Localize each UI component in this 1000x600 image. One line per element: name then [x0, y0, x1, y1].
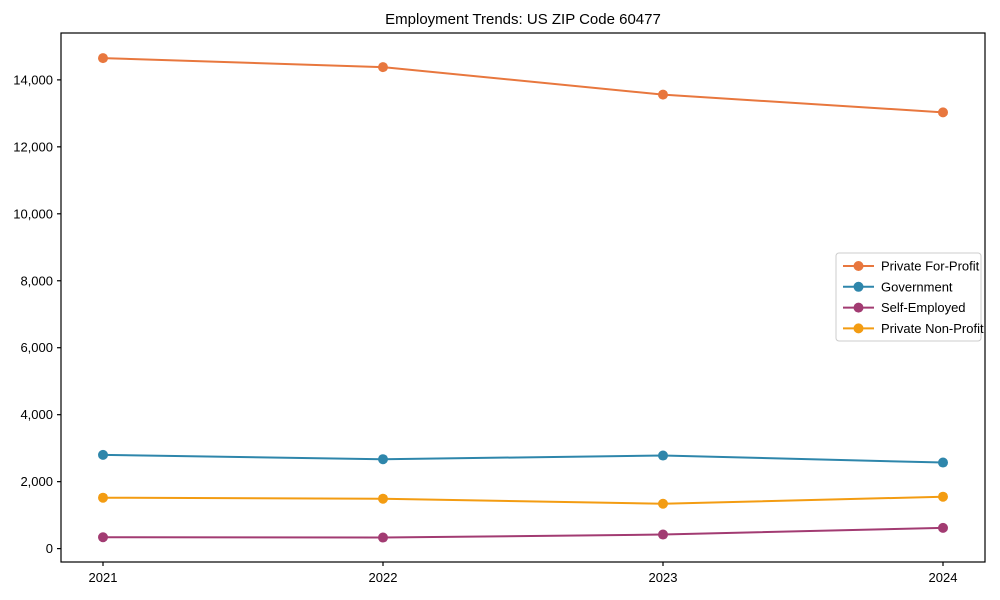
legend-marker-icon	[853, 323, 864, 334]
data-point	[378, 532, 388, 543]
series-line	[102, 57, 944, 114]
data-point	[98, 492, 108, 503]
axes-frame	[60, 32, 986, 563]
data-point	[658, 529, 668, 540]
x-tick-label: 2022	[369, 570, 398, 585]
legend-marker-icon	[853, 261, 864, 271]
x-tick-label: 2021	[89, 570, 118, 585]
legend-label: Private Non-Profit	[881, 321, 984, 336]
legend-marker-icon	[853, 281, 864, 292]
data-point	[378, 493, 388, 504]
y-tick-label: 6,000	[20, 340, 53, 355]
legend-label: Private For-Profit	[881, 259, 980, 274]
legend-label: Self-Employed	[881, 300, 966, 315]
y-tick-label: 14,000	[13, 72, 53, 87]
series-line	[102, 526, 944, 539]
data-point	[658, 450, 668, 461]
data-point	[98, 53, 108, 64]
data-point	[658, 498, 668, 509]
series-line	[102, 453, 944, 464]
series-line	[102, 495, 944, 505]
y-tick-label: 2,000	[20, 474, 53, 489]
data-point	[938, 457, 948, 468]
data-point	[378, 454, 388, 465]
data-point	[98, 449, 108, 460]
data-point	[658, 89, 668, 100]
y-tick-label: 8,000	[20, 273, 53, 288]
legend-marker-icon	[853, 302, 864, 313]
chart-title: Employment Trends: US ZIP Code 60477	[385, 11, 661, 28]
data-point	[938, 522, 948, 533]
y-tick-label: 12,000	[13, 139, 53, 154]
data-point	[938, 107, 948, 118]
data-point	[378, 62, 388, 73]
data-point	[938, 491, 948, 502]
y-tick-label: 0	[46, 541, 53, 556]
x-tick-label: 2023	[649, 570, 678, 585]
legend-box	[835, 252, 982, 342]
data-point	[98, 532, 108, 543]
x-tick-label: 2024	[929, 570, 958, 585]
legend-label: Government	[881, 279, 953, 294]
y-tick-label: 10,000	[13, 206, 53, 221]
y-tick-label: 4,000	[20, 407, 53, 422]
